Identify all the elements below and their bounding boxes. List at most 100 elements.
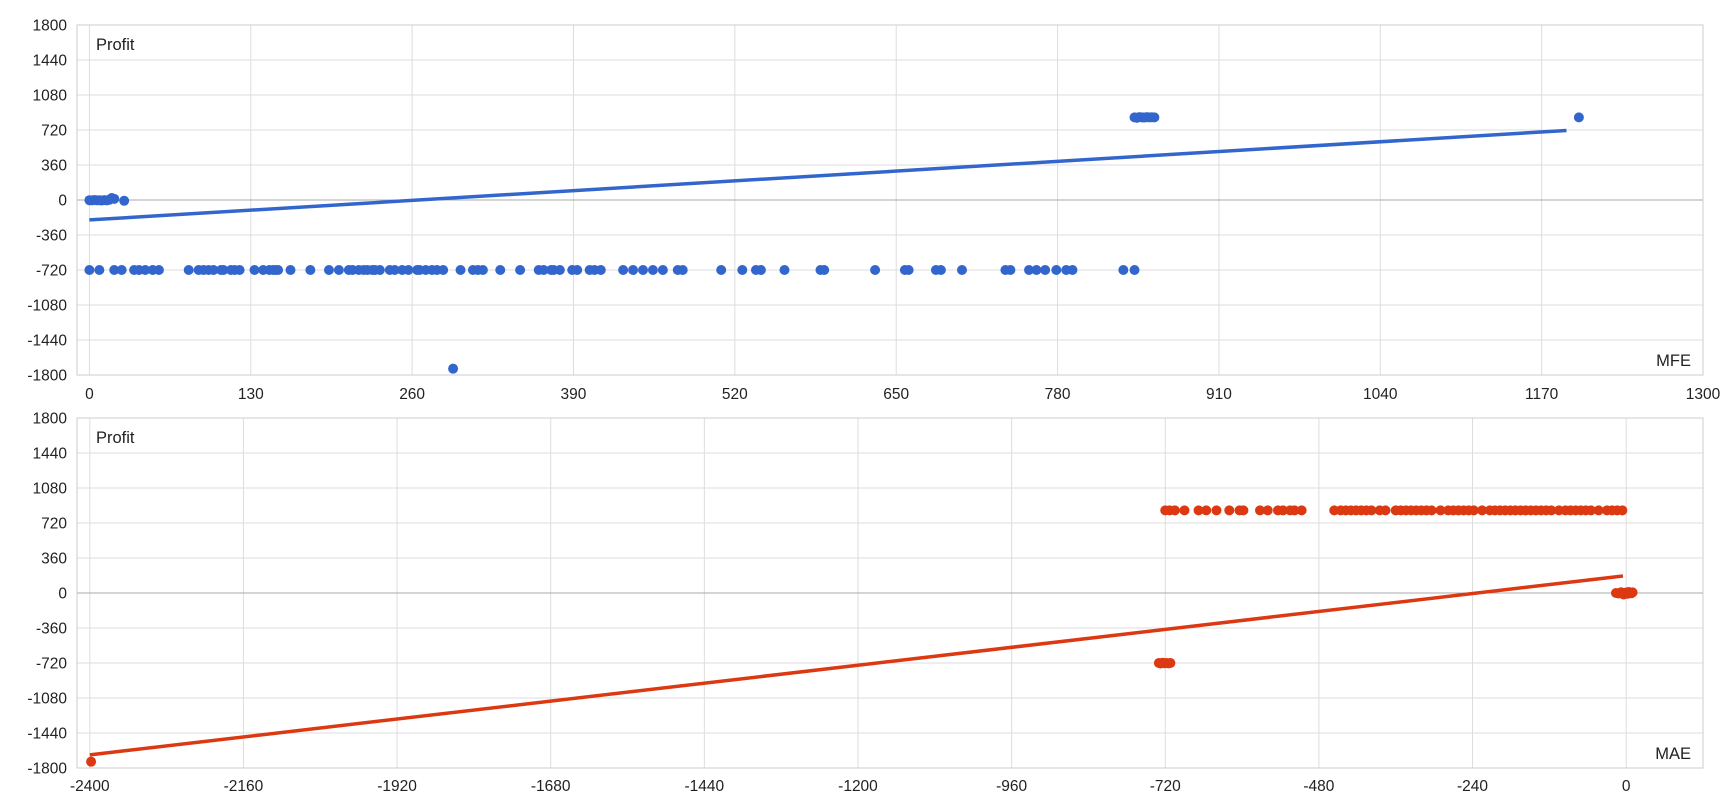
data-point <box>1067 265 1078 275</box>
data-point <box>1380 505 1391 516</box>
x-tick-label: -960 <box>996 778 1027 795</box>
data-point <box>153 265 164 275</box>
x-tick-label: 1170 <box>1525 386 1559 403</box>
y-tick-label: 720 <box>41 516 67 533</box>
y-tick-label: -720 <box>36 263 67 280</box>
data-point <box>1165 658 1176 668</box>
y-tick-label: -1800 <box>27 368 67 385</box>
y-tick-label: 1080 <box>33 481 68 498</box>
data-point <box>1617 505 1628 516</box>
y-tick-label: -360 <box>36 621 67 638</box>
data-point <box>870 265 881 275</box>
y-tick-label: -1800 <box>27 761 67 778</box>
y-tick-label: -360 <box>36 228 67 245</box>
data-point <box>1477 505 1488 516</box>
data-point <box>935 265 946 275</box>
data-point <box>86 756 97 767</box>
x-axis-title: MAE <box>1655 745 1691 763</box>
data-point <box>1573 112 1584 123</box>
x-tick-label: -1680 <box>531 778 571 795</box>
x-tick-label: 260 <box>399 386 425 403</box>
data-point <box>618 265 629 275</box>
y-axis-title: Profit <box>96 36 135 54</box>
data-point <box>677 265 688 275</box>
trendline <box>89 128 1567 222</box>
x-tick-label: -1920 <box>377 778 417 795</box>
data-point <box>249 265 260 275</box>
data-point <box>374 265 385 275</box>
y-tick-label: -1080 <box>27 691 67 708</box>
x-tick-label: 650 <box>883 386 909 403</box>
y-tick-label: -1080 <box>27 298 67 315</box>
data-point <box>637 265 648 275</box>
data-point <box>1366 505 1377 516</box>
data-point <box>109 265 120 275</box>
data-point <box>455 265 466 275</box>
data-point <box>538 265 549 275</box>
data-point <box>333 265 344 275</box>
data-point <box>208 265 219 275</box>
data-point <box>1031 265 1042 275</box>
data-point <box>956 265 967 275</box>
x-tick-label: -1200 <box>838 778 878 795</box>
data-point <box>323 265 334 275</box>
chart-panel-mae: -2400 -2160 -1920 -1680 -1440 -1200 -960 -720 -4… <box>27 411 1704 795</box>
data-point <box>737 265 748 275</box>
y-tick-label: 720 <box>41 123 67 140</box>
data-point <box>84 265 95 275</box>
data-point <box>1129 265 1140 275</box>
data-point <box>1118 265 1129 275</box>
data-point <box>647 265 658 275</box>
data-point <box>140 265 151 275</box>
x-tick-label: 520 <box>722 386 748 403</box>
data-point <box>1262 505 1273 516</box>
x-tick-label: 780 <box>1045 386 1071 403</box>
data-point <box>1426 505 1437 516</box>
data-point <box>285 265 296 275</box>
plot-frame <box>76 417 1704 769</box>
data-point <box>819 265 830 275</box>
data-point <box>903 265 914 275</box>
data-point <box>183 265 194 275</box>
y-tick-label: 1080 <box>33 88 68 105</box>
y-axis-title: Profit <box>96 429 135 447</box>
y-tick-label: 1800 <box>33 18 68 35</box>
data-point <box>403 265 414 275</box>
x-tick-label: 130 <box>238 386 264 403</box>
data-point <box>1024 265 1035 275</box>
x-tick-label: -480 <box>1303 778 1334 795</box>
x-tick-label: 910 <box>1206 386 1232 403</box>
data-point <box>1201 505 1212 516</box>
x-tick-label: 0 <box>1622 778 1631 795</box>
data-point <box>1278 505 1289 516</box>
data-point <box>438 265 449 275</box>
y-tick-label: 1440 <box>33 446 68 463</box>
data-point <box>1169 505 1180 516</box>
data-point <box>1435 505 1446 516</box>
x-tick-label: -240 <box>1457 778 1488 795</box>
y-tick-label: 1800 <box>33 411 68 428</box>
x-tick-label: -1440 <box>685 778 725 795</box>
data-point <box>1585 505 1596 516</box>
data-point <box>305 265 316 275</box>
data-point <box>657 265 668 275</box>
data-point <box>119 195 130 206</box>
data-point <box>1468 505 1479 516</box>
trendline <box>89 574 1624 757</box>
data-point <box>1179 505 1190 516</box>
y-tick-label: -1440 <box>27 726 67 743</box>
plot-frame <box>76 24 1704 376</box>
data-points <box>86 505 1638 767</box>
x-axis-title: MFE <box>1656 352 1691 370</box>
data-point <box>1627 587 1638 598</box>
data-point <box>1193 505 1204 516</box>
data-point <box>495 265 506 275</box>
data-point <box>1211 505 1222 516</box>
data-point <box>218 265 229 275</box>
y-tick-label: 0 <box>58 586 67 603</box>
data-point <box>389 265 400 275</box>
data-point <box>1238 505 1249 516</box>
data-point <box>779 265 790 275</box>
y-tick-label: 360 <box>41 551 67 568</box>
